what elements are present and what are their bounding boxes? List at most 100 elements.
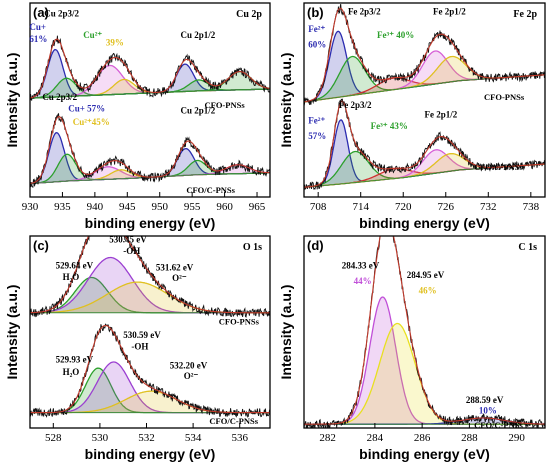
x-tick-label: 708 bbox=[310, 201, 327, 213]
x-axis-label: binding energy (eV) bbox=[359, 215, 490, 231]
x-tick-label: 286 bbox=[414, 432, 431, 444]
fit-envelope-line bbox=[304, 7, 545, 103]
sample-label: CFO/C-PNSs bbox=[474, 420, 523, 430]
spectrum-cfo-pnss bbox=[30, 35, 270, 103]
peak-fill-fe-2p1-2 bbox=[304, 149, 545, 188]
fit-envelope-line bbox=[30, 236, 270, 314]
peak-annotation: Fe 2p1/2 bbox=[425, 109, 458, 119]
peak-annotation: Cu²⁺45% bbox=[73, 117, 110, 127]
fit-envelope-line bbox=[304, 100, 545, 188]
x-tick-label: 930 bbox=[22, 201, 39, 213]
x-tick-label: 935 bbox=[54, 201, 71, 213]
peak-fill-fe bbox=[304, 56, 545, 102]
peak-annotation: 57% bbox=[308, 131, 326, 141]
x-tick-label: 714 bbox=[352, 201, 369, 213]
panel-title: Cu 2p bbox=[236, 9, 262, 20]
panel-4: 282 284 286 288 290 binding energy (eV) Intens… bbox=[278, 235, 546, 462]
x-tick-label: 288 bbox=[461, 432, 478, 444]
x-tick-label: 528 bbox=[45, 432, 62, 444]
peak-annotation: Fe²⁺ bbox=[308, 115, 325, 125]
peak-fill-fe-2p1-2 bbox=[304, 51, 545, 102]
peak-fill-o2 bbox=[30, 282, 270, 313]
sample-label: CFO-PNSs bbox=[204, 100, 245, 110]
plot-area bbox=[30, 236, 270, 418]
peak-fill-cu bbox=[30, 132, 270, 184]
peak-annotation: Cu 2p1/2 bbox=[180, 106, 215, 116]
axes-frame bbox=[29, 235, 271, 429]
peak-annotation: Cu 2p3/2 bbox=[44, 9, 79, 19]
peak-annotation: 288.59 eV bbox=[466, 395, 504, 405]
peak-annotation: -OH bbox=[131, 341, 148, 351]
panel-title: O 1s bbox=[243, 242, 262, 253]
peak-fill-284-33-ev bbox=[304, 297, 545, 425]
axes-frame bbox=[303, 235, 546, 429]
peak-annotation: Fe³⁺ 40% bbox=[377, 30, 414, 40]
y-axis-label: Intensity (a.u.) bbox=[4, 285, 20, 380]
x-tick-label: 738 bbox=[523, 201, 540, 213]
x-tick-label: 965 bbox=[249, 201, 266, 213]
peak-annotation: 44% bbox=[354, 276, 372, 286]
peak-annotation: 60% bbox=[308, 40, 326, 50]
x-tick-label: 950 bbox=[151, 201, 168, 213]
x-tick-label: 945 bbox=[119, 201, 136, 213]
x-tick-label: 532 bbox=[138, 432, 155, 444]
peak-annotation: O²⁻ bbox=[172, 273, 187, 283]
peak-annotation: Fe³⁺ 43% bbox=[371, 121, 408, 131]
raw-data-line bbox=[304, 236, 545, 428]
sample-label: CFO/C-PNSs bbox=[186, 185, 235, 195]
peak-annotation: -OH bbox=[123, 246, 140, 256]
peak-annotation: H₂O bbox=[63, 272, 80, 282]
peak-fill-oh bbox=[30, 257, 270, 313]
fit-envelope-line bbox=[30, 324, 270, 414]
peak-annotation: Fe 2p3/2 bbox=[339, 100, 372, 110]
spectrum-cfo-c-pnss bbox=[304, 236, 545, 428]
y-axis-label: Intensity (a.u.) bbox=[278, 285, 294, 380]
peak-fill-cu bbox=[30, 49, 270, 99]
peak-annotation: 61% bbox=[29, 34, 47, 44]
peak-annotation: 530.59 eV bbox=[123, 330, 161, 340]
fit-envelope-line bbox=[30, 116, 270, 184]
peak-annotation: Cu+ bbox=[29, 22, 46, 32]
raw-data-line bbox=[30, 323, 270, 418]
panel-title: C 1s bbox=[518, 242, 537, 253]
peak-annotation: Fe 2p3/2 bbox=[348, 7, 381, 17]
peak-fill-284-95-ev bbox=[304, 323, 545, 425]
spectrum-cfo-c-pnss bbox=[304, 98, 545, 191]
peak-annotation: 284.95 eV bbox=[407, 270, 445, 280]
peak-annotation: 46% bbox=[419, 286, 437, 296]
x-tick-label: 732 bbox=[480, 201, 497, 213]
x-tick-label: 720 bbox=[395, 201, 412, 213]
raw-data-line bbox=[30, 112, 270, 188]
spectrum-cfo-pnss bbox=[304, 4, 545, 107]
raw-data-line bbox=[304, 4, 545, 107]
peak-fill-fe bbox=[304, 151, 545, 188]
peak-annotation: Cu+ 57% bbox=[68, 104, 105, 114]
x-tick-label: 290 bbox=[508, 432, 525, 444]
x-tick-label: 940 bbox=[87, 201, 104, 213]
x-tick-label: 536 bbox=[231, 432, 248, 444]
peak-fill-fe bbox=[304, 31, 545, 102]
fit-envelope-line bbox=[304, 236, 545, 425]
panel-1: 930 935 940 945 950 955 960 965 binding energy (… bbox=[4, 2, 271, 231]
peak-annotation: Cu²⁺ bbox=[83, 30, 102, 40]
panel-letter: (d) bbox=[307, 238, 324, 253]
plot-area bbox=[304, 4, 545, 191]
raw-data-line bbox=[304, 98, 545, 191]
panel-letter: (b) bbox=[307, 5, 324, 20]
peak-annotation: Fe²⁺ bbox=[308, 24, 325, 34]
x-tick-label: 530 bbox=[92, 432, 109, 444]
peak-fill-oh bbox=[30, 362, 270, 413]
x-tick-label: 960 bbox=[216, 201, 233, 213]
panel-title: Fe 2p bbox=[513, 9, 537, 20]
peak-annotation: 39% bbox=[106, 38, 124, 48]
plot-area bbox=[30, 35, 270, 188]
axes-frame bbox=[303, 2, 546, 198]
sample-label: CFO/C-PNSs bbox=[209, 416, 258, 426]
sample-label: CFO-PNSs bbox=[484, 92, 525, 102]
panel-letter: (a) bbox=[33, 5, 49, 20]
peak-annotation: Cu 2p1/2 bbox=[180, 30, 215, 40]
x-tick-label: 282 bbox=[319, 432, 336, 444]
spectrum-cfo-pnss bbox=[30, 236, 270, 318]
spectrum-cfo-c-pnss bbox=[30, 323, 270, 418]
peak-annotation: Cu 2p3/2 bbox=[42, 92, 77, 102]
